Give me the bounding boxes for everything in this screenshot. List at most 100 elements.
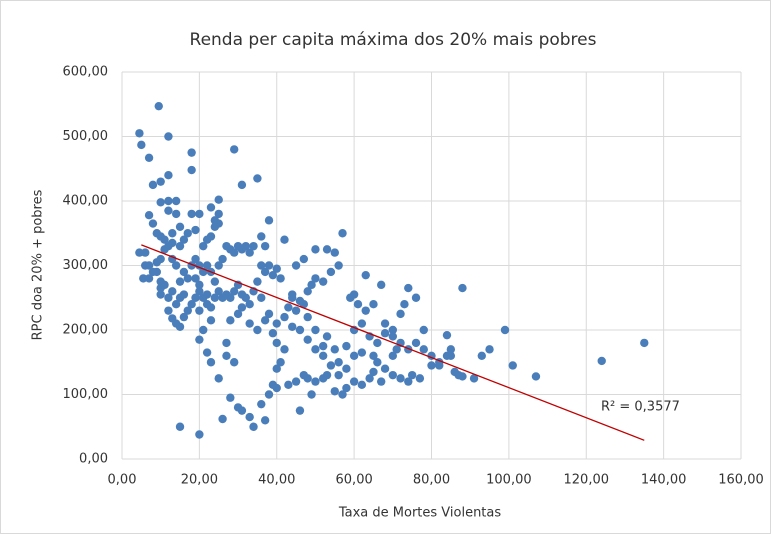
data-point — [206, 232, 216, 241]
data-point — [210, 277, 220, 286]
data-point — [311, 345, 320, 354]
data-point — [187, 209, 196, 219]
data-point — [135, 129, 144, 138]
x-tick-label: 100,00 — [486, 473, 532, 488]
data-point — [357, 348, 367, 357]
data-point — [171, 209, 181, 219]
data-point — [326, 361, 336, 370]
data-point — [164, 293, 173, 302]
data-point — [175, 322, 185, 331]
y-tick-label: 300,00 — [63, 258, 109, 273]
data-point — [396, 374, 405, 383]
x-tick-label: 120,00 — [564, 473, 610, 488]
data-point — [229, 358, 239, 367]
data-point — [272, 264, 281, 273]
data-point — [214, 261, 223, 270]
data-point — [411, 338, 421, 348]
data-point — [164, 306, 173, 315]
data-point — [311, 325, 320, 335]
data-point — [175, 241, 185, 251]
data-point — [303, 312, 312, 322]
data-point — [260, 416, 270, 425]
data-point — [253, 277, 262, 286]
data-point — [168, 254, 177, 264]
data-point — [500, 325, 510, 335]
data-point — [245, 248, 254, 257]
data-point — [272, 319, 281, 328]
data-point — [272, 364, 281, 373]
data-point — [388, 351, 398, 360]
data-point — [179, 235, 189, 244]
data-point — [400, 300, 409, 309]
data-point — [156, 277, 165, 286]
y-tick-label: 500,00 — [63, 129, 109, 144]
data-point — [154, 101, 163, 111]
data-point — [288, 290, 297, 299]
data-point — [226, 316, 235, 325]
data-point — [152, 267, 162, 277]
data-point — [260, 316, 270, 325]
data-point — [187, 148, 196, 157]
data-point — [419, 345, 428, 354]
data-point — [206, 203, 216, 212]
data-point — [311, 245, 320, 254]
data-point — [334, 261, 343, 270]
data-point — [338, 229, 347, 238]
data-point — [303, 374, 312, 383]
data-point — [191, 293, 200, 302]
data-point — [226, 393, 235, 402]
data-point — [419, 325, 428, 335]
data-point — [233, 403, 243, 412]
data-point — [164, 196, 173, 206]
data-point — [175, 222, 185, 231]
data-point — [380, 364, 390, 373]
data-point — [229, 287, 239, 296]
data-point — [334, 358, 343, 367]
data-point — [369, 300, 378, 309]
data-point — [183, 274, 192, 283]
data-point — [264, 309, 274, 319]
data-point — [280, 345, 289, 354]
data-point — [446, 345, 456, 354]
data-point — [291, 377, 301, 386]
y-tick-label: 200,00 — [63, 323, 109, 338]
data-point — [183, 306, 192, 315]
data-point — [446, 351, 456, 360]
data-point — [284, 303, 293, 312]
data-point — [597, 356, 606, 366]
data-point — [164, 206, 173, 215]
data-point — [284, 380, 293, 390]
x-axis-title: Taxa de Mortes Violentas — [338, 506, 502, 521]
data-point — [388, 370, 398, 380]
data-point — [156, 198, 165, 207]
data-point — [218, 254, 227, 264]
data-point — [253, 325, 262, 335]
data-point — [210, 293, 220, 302]
chart-title: Renda per capita máxima dos 20% mais pob… — [190, 30, 597, 50]
data-point — [257, 232, 266, 241]
data-point — [206, 316, 216, 325]
data-point — [404, 377, 413, 386]
data-point — [249, 241, 258, 251]
data-point — [160, 245, 169, 254]
data-point — [303, 287, 312, 296]
data-point — [427, 361, 436, 370]
data-point — [477, 351, 486, 360]
data-point — [264, 261, 274, 270]
data-point — [249, 422, 258, 431]
x-tick-label: 140,00 — [641, 473, 687, 488]
data-point — [233, 309, 243, 319]
data-point — [206, 358, 216, 367]
data-point — [260, 267, 270, 277]
data-point — [357, 319, 367, 328]
data-point — [171, 300, 181, 309]
data-point — [291, 261, 301, 270]
data-point — [214, 209, 223, 219]
data-point — [318, 351, 328, 360]
x-tick-label: 20,00 — [181, 473, 218, 488]
data-point — [311, 377, 320, 386]
data-point — [237, 180, 247, 190]
data-point — [407, 370, 417, 380]
data-point — [342, 341, 351, 351]
data-point — [299, 254, 309, 264]
